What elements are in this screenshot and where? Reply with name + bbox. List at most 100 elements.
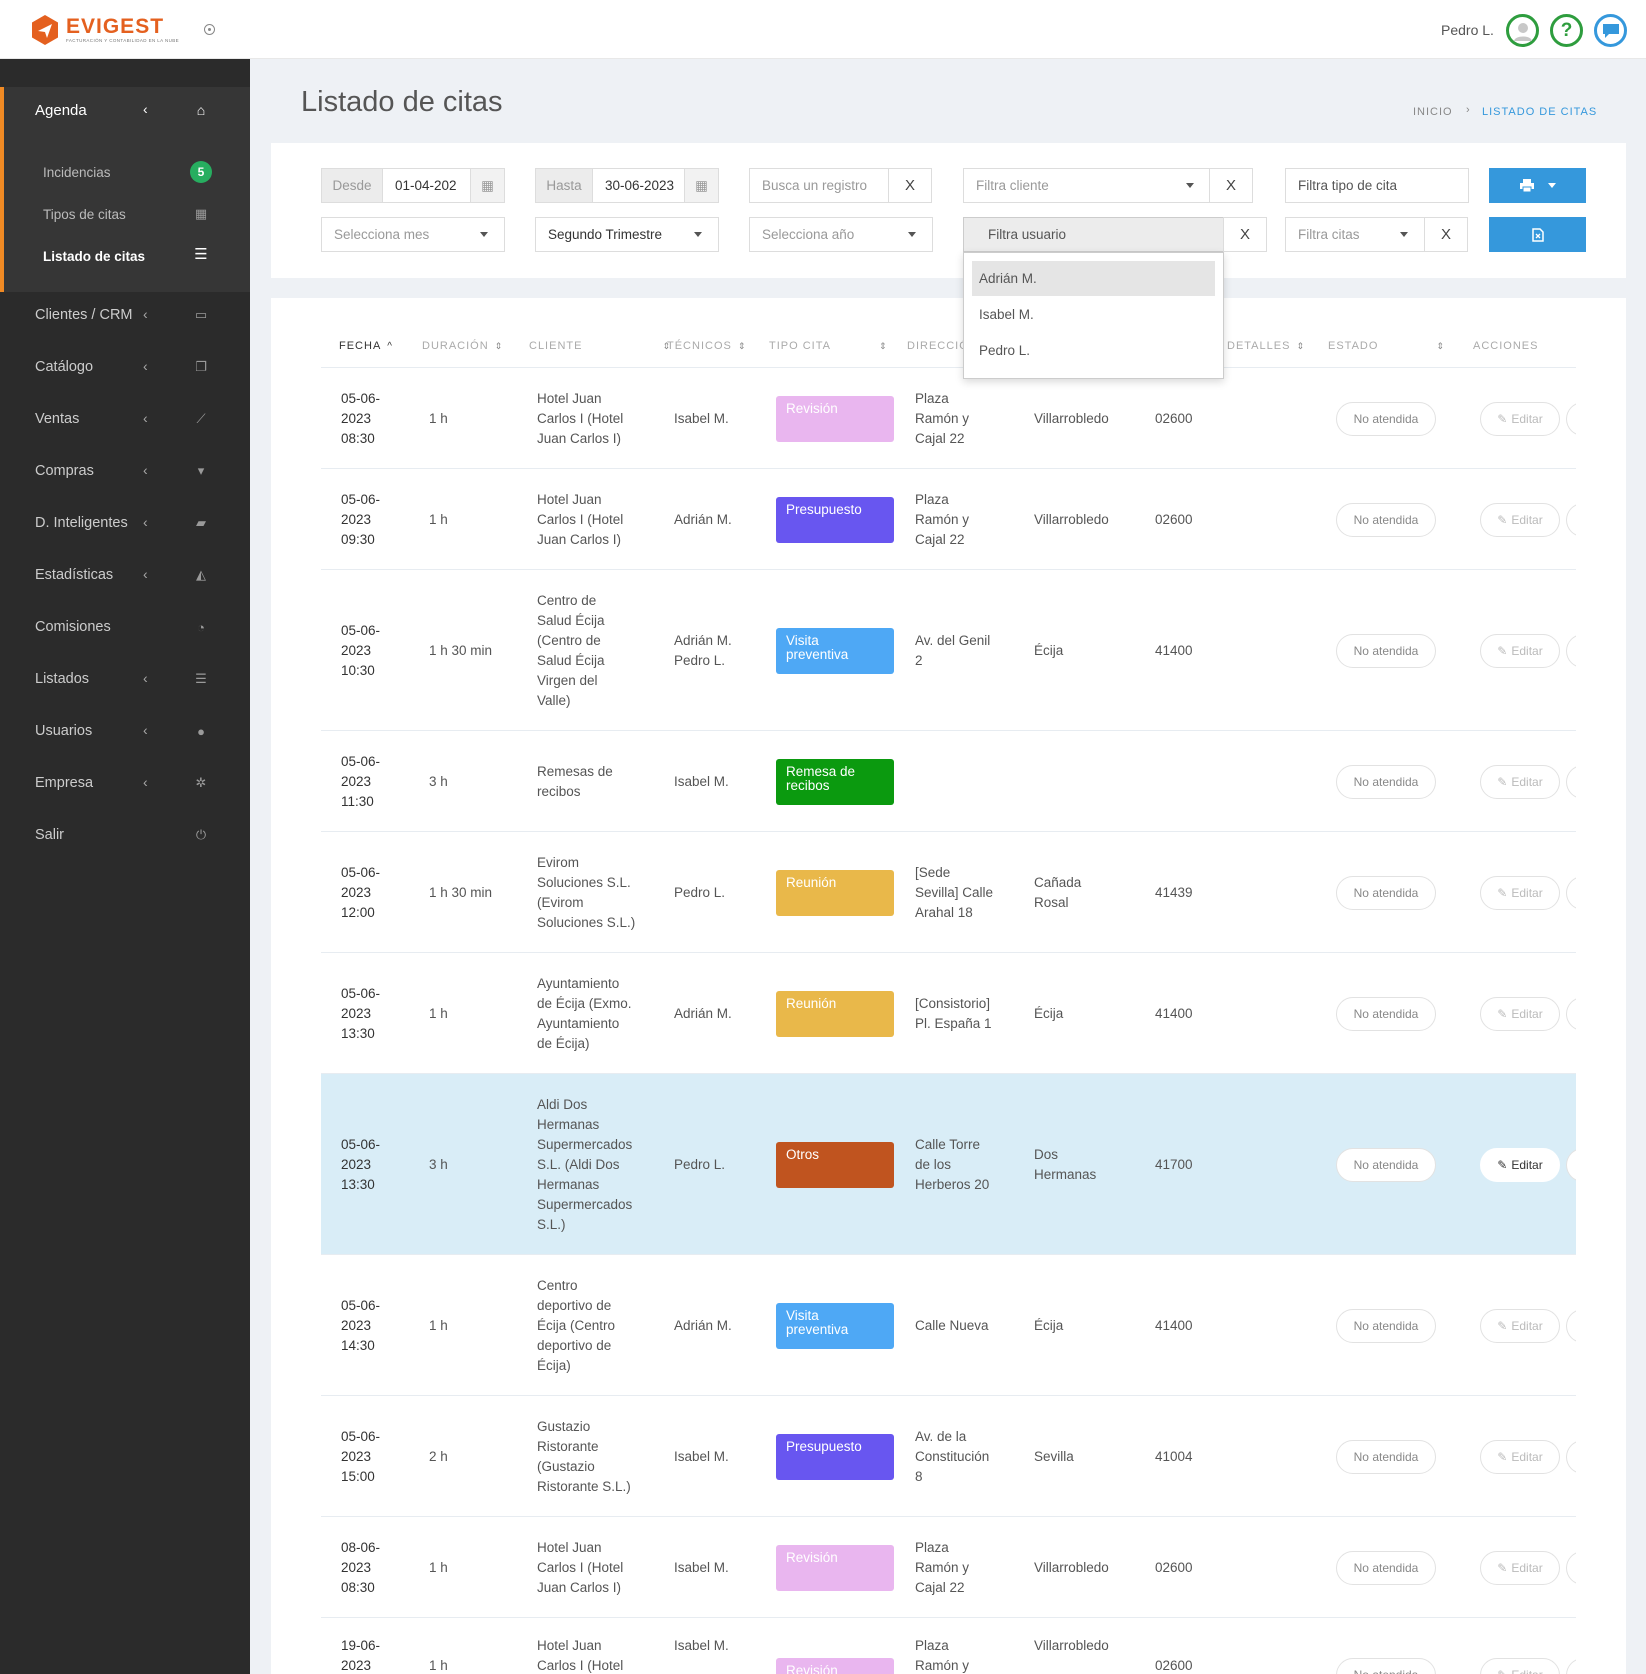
edit-button[interactable]: ✎Editar [1480,764,1560,799]
clear-cliente-button[interactable]: X [1209,168,1253,203]
user-name[interactable]: Pedro L. [1441,22,1494,38]
status-badge[interactable]: No atendida [1336,633,1436,668]
sidebar-toggle-icon[interactable] [204,24,215,35]
status-badge[interactable]: No atendida [1336,1550,1436,1585]
sidebar-item-estadisticas[interactable]: Estadísticas [35,567,114,583]
sidebar-item-clientes[interactable]: Clientes / CRM [35,307,133,323]
logo[interactable]: EVIGEST FACTURACIÓN Y CONTABILIDAD EN LA… [30,14,179,46]
col-tecnicos[interactable]: TÉCNICOS ⇕ [667,340,747,352]
table-row[interactable]: 05-06- 2023 09:30 1 h Hotel Juan Carlos I (Ho… [321,468,1576,569]
hasta-date-input[interactable]: 30-06-2023 [592,168,685,203]
calendar-icon[interactable]: ▦ [684,168,719,203]
sidebar-item-listados[interactable]: Listados [35,671,90,687]
edit-button[interactable]: ✎Editar [1480,1658,1560,1674]
clear-usuario-button[interactable]: X [1223,217,1267,252]
cell-fecha: 05-06- 2023 13:30 [341,984,380,1044]
avatar[interactable] [1506,14,1539,47]
search-input[interactable]: Busca un registro [749,168,889,203]
more-actions-button[interactable] [1566,875,1576,910]
more-actions-button[interactable] [1566,502,1576,537]
more-actions-button[interactable] [1566,1550,1576,1585]
sidebar-item-empresa[interactable]: Empresa [35,775,94,791]
col-fecha[interactable]: FECHA ^ [339,340,393,352]
more-actions-button[interactable] [1566,1308,1576,1343]
tipo-cita-input[interactable]: Filtra tipo de cita [1285,168,1469,203]
sidebar-item-catalogo[interactable]: Catálogo [35,359,94,375]
cell-line: 2023 [341,1317,372,1333]
cell-cp: 02600 [1155,511,1193,527]
sidebar-item-d-inteligentes[interactable]: D. Inteligentes [35,515,128,531]
edit-button[interactable]: ✎Editar [1480,502,1560,537]
table-row[interactable]: 05-06- 2023 08:30 1 h Hotel Juan Carlos I (Ho… [321,367,1576,468]
sidebar-item-incidencias[interactable]: Incidencias [43,165,111,180]
more-actions-button[interactable] [1566,764,1576,799]
col-direccion[interactable]: DIRECCIÓ [907,340,969,352]
sidebar-item-comisiones[interactable]: Comisiones [35,619,111,635]
col-cliente[interactable]: CLIENTE ⇕ [529,340,672,352]
dropdown-option-pedro[interactable]: Pedro L. [979,343,1031,358]
export-excel-button[interactable] [1489,217,1586,252]
status-badge[interactable]: No atendida [1336,502,1436,537]
more-actions-button[interactable] [1566,1658,1576,1674]
table-row[interactable]: 05-06- 2023 11:30 3 h Remesas de recibos Isabe… [321,730,1576,831]
sidebar-item-agenda[interactable]: Agenda [35,102,87,119]
table-row[interactable]: 05-06- 2023 13:30 1 h Ayuntamiento de Écija (… [321,952,1576,1073]
mes-select[interactable]: Selecciona mes [321,217,505,252]
cell-line: 08-06- [341,1539,381,1555]
sidebar-item-usuarios[interactable]: Usuarios [35,723,93,739]
col-estado[interactable]: ESTADO ⇕ [1328,340,1445,352]
chat-icon[interactable] [1594,14,1627,47]
sidebar-item-ventas[interactable]: Ventas [35,411,80,427]
col-tipo-cita[interactable]: TIPO CITA ⇕ [769,340,888,352]
cliente-select[interactable]: Filtra cliente [963,168,1210,203]
dropdown-option-adrian[interactable]: Adrián M. [972,261,1215,296]
status-badge[interactable]: No atendida [1336,1308,1436,1343]
clear-search-button[interactable]: X [888,168,932,203]
status-badge[interactable]: No atendida [1336,996,1436,1031]
sidebar-item-compras[interactable]: Compras [35,463,94,479]
cell-line: Écija) [537,1357,571,1373]
edit-button[interactable]: ✎Editar [1480,1308,1560,1343]
breadcrumb-home[interactable]: INICIO [1413,106,1453,118]
sidebar-item-tipos-de-citas[interactable]: Tipos de citas [43,207,126,222]
edit-button[interactable]: ✎Editar [1480,1439,1560,1474]
status-badge[interactable]: No atendida [1336,1439,1436,1474]
col-detalles[interactable]: DETALLES ⇕ [1227,340,1305,352]
more-actions-button[interactable] [1566,1147,1576,1182]
table-row[interactable]: 05-06- 2023 10:30 1 h 30 min Centro de Salud … [321,569,1576,730]
edit-button[interactable]: ✎Editar [1480,996,1560,1031]
more-actions-button[interactable] [1566,1439,1576,1474]
help-icon[interactable]: ? [1550,14,1583,47]
table-row[interactable]: 05-06- 2023 14:30 1 h Centro deportivo de Écij… [321,1254,1576,1395]
trimestre-select[interactable]: Segundo Trimestre [535,217,719,252]
dropdown-option-isabel[interactable]: Isabel M. [979,307,1034,322]
edit-button[interactable]: ✎Editar [1480,1147,1560,1182]
table-row[interactable]: 05-06- 2023 15:00 2 h Gustazio Ristorante (Gus… [321,1395,1576,1516]
edit-button[interactable]: ✎Editar [1480,401,1560,436]
more-actions-button[interactable] [1566,401,1576,436]
sidebar-item-salir[interactable]: Salir [35,827,65,843]
table-row[interactable]: 05-06- 2023 12:00 1 h 30 min Evirom Solucione… [321,831,1576,952]
usuario-select[interactable]: Filtra usuario [963,217,1224,252]
status-badge[interactable]: No atendida [1336,1658,1436,1674]
col-duracion[interactable]: DURACIÓN ⇕ [422,340,504,352]
more-actions-button[interactable] [1566,633,1576,668]
edit-button[interactable]: ✎Editar [1480,875,1560,910]
print-button[interactable] [1489,168,1586,203]
sidebar-item-listado-de-citas[interactable]: Listado de citas [43,249,146,264]
cell-line: Adrián M. [674,632,732,648]
calendar-icon[interactable]: ▦ [470,168,505,203]
desde-date-input[interactable]: 01-04-202 [382,168,471,203]
edit-button[interactable]: ✎Editar [1480,633,1560,668]
table-row[interactable]: 05-06- 2023 13:30 3 h Aldi Dos Hermanas Superm… [321,1073,1576,1254]
edit-button[interactable]: ✎Editar [1480,1550,1560,1585]
anio-select[interactable]: Selecciona año [749,217,933,252]
status-badge[interactable]: No atendida [1336,764,1436,799]
status-badge[interactable]: No atendida [1336,875,1436,910]
status-badge[interactable]: No atendida [1336,401,1436,436]
status-badge[interactable]: No atendida [1336,1147,1436,1182]
clear-citas-button[interactable]: X [1424,217,1468,252]
more-actions-button[interactable] [1566,996,1576,1031]
table-row[interactable]: 08-06- 2023 08:30 1 h Hotel Juan Carlos I (Ho… [321,1516,1576,1617]
